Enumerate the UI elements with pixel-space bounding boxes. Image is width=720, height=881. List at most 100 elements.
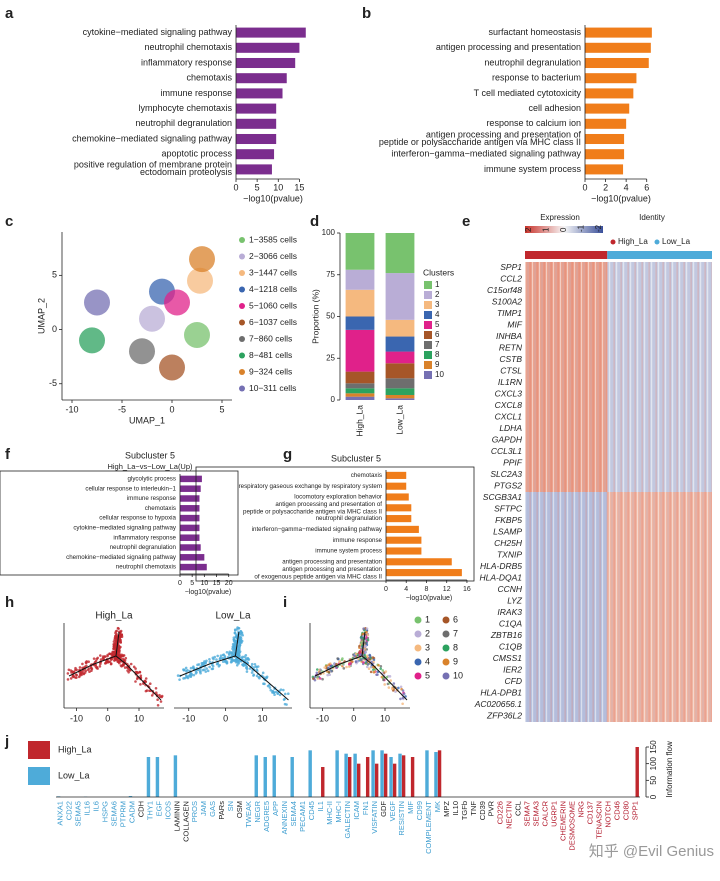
trajectory-cell: [325, 664, 328, 668]
trajectory-cell: [233, 628, 237, 631]
trajectory-cell: [375, 673, 378, 676]
trajectory-cell: [330, 669, 333, 673]
trajectory-cell: [379, 665, 383, 668]
trajectory-cell: [315, 668, 319, 671]
legend-label: 6−1037 cells: [249, 317, 297, 327]
trajectory-cell: [67, 668, 71, 672]
trajectory-cell: [114, 646, 117, 650]
legend-label: 1: [435, 280, 440, 289]
trajectory-cell: [266, 684, 270, 688]
trajectory-cell: [252, 666, 256, 669]
x-tick-label: CD45: [307, 801, 316, 820]
trajectory-cell: [354, 652, 358, 656]
trajectory-cell: [160, 695, 163, 699]
stacked-segment: [385, 398, 415, 400]
trajectory-cell: [338, 660, 341, 664]
trajectory-cell: [102, 657, 105, 661]
bar: [386, 536, 422, 544]
trajectory-cell: [287, 692, 290, 696]
trajectory-cell: [342, 667, 346, 670]
trajectory-cell: [365, 630, 368, 634]
bar: [401, 755, 406, 797]
trajectory-cell: [348, 665, 351, 668]
x-tick-label: CD137: [586, 801, 595, 824]
x-tick-label: APP: [271, 801, 280, 816]
trajectory-cell: [84, 669, 88, 673]
trajectory-cell: [366, 638, 370, 642]
trajectory-cell: [271, 691, 274, 694]
trajectory-cell: [85, 664, 88, 668]
trajectory-cell: [208, 657, 211, 661]
trajectory-cell: [377, 663, 380, 667]
category-label: antigen processing and presentation of pe…: [243, 501, 382, 516]
gene-label: SCGB3A1: [483, 492, 522, 502]
trajectory-cell: [134, 680, 137, 683]
trajectory-cell: [132, 665, 136, 669]
panel-letter: b: [362, 5, 371, 22]
category-label: chemotaxis: [351, 472, 382, 479]
trajectory-cell: [238, 642, 241, 645]
gene-label: MIF: [507, 320, 522, 330]
category-label: antigen processing and presentation: [282, 558, 382, 565]
bar: [236, 73, 287, 84]
trajectory-cell: [95, 657, 99, 661]
gene-label: AC020656.1: [474, 699, 523, 709]
trajectory-cell: [402, 692, 406, 696]
category-label: interferon−gamma−mediated signaling path…: [252, 526, 383, 533]
trajectory-cell: [120, 634, 124, 637]
trajectory-cell: [269, 688, 273, 692]
x-tick-label: OSM: [235, 801, 244, 818]
trajectory-cell: [205, 659, 208, 663]
x-tick-label: NOTCH: [604, 801, 613, 828]
plot-frame: [0, 470, 239, 576]
trajectory-cell: [154, 691, 158, 695]
legend-title: Expression: [540, 213, 580, 222]
stacked-segment: [345, 388, 375, 394]
trajectory-cell: [341, 657, 344, 660]
x-tick-label: PECAM1: [298, 801, 307, 832]
color-scale-label: -1: [577, 224, 586, 232]
legend-swatch: [239, 286, 245, 293]
legend-label: 3: [435, 300, 440, 309]
bar: [272, 755, 276, 797]
trajectory-cell: [144, 680, 147, 683]
y-tick-label: 5: [52, 270, 57, 280]
x-tick-label: 6: [644, 182, 649, 192]
trajectory-cell: [278, 693, 282, 697]
trajectory-cell: [194, 672, 198, 675]
trajectory-cell: [118, 636, 122, 640]
trajectory-cell: [256, 665, 260, 668]
trajectory-cell: [204, 661, 207, 665]
bar: [585, 73, 637, 84]
bar: [434, 752, 438, 797]
legend-swatch: [414, 630, 422, 638]
x-tick-label: 10: [200, 580, 208, 587]
category-label: neutrophil degranulation: [135, 118, 232, 128]
trajectory-cell: [225, 651, 229, 654]
x-tick-label: PTPRM: [118, 801, 127, 827]
y-tick-label: 25: [326, 353, 335, 362]
legend-label: 9: [435, 360, 440, 369]
trajectory-cell: [87, 660, 90, 664]
x-tick-label: NEGR: [253, 800, 262, 822]
category-label: neutrophil degranulation: [316, 515, 383, 522]
category-label: cytokine−mediated signaling pathway: [73, 525, 177, 532]
x-tick-label: COMPLEMENT: [424, 801, 433, 854]
color-scale-label: 1: [542, 227, 551, 232]
trajectory-cell: [315, 671, 319, 675]
bar: [437, 750, 442, 797]
trajectory-cell: [66, 672, 70, 675]
gene-label: CXCL3: [495, 389, 523, 399]
bar: [585, 118, 627, 129]
trajectory-cell: [208, 660, 212, 664]
x-tick-label: TWEAK: [244, 801, 253, 828]
x-tick-label: 0: [384, 586, 388, 593]
legend-label: High_La: [618, 237, 648, 246]
bar: [585, 103, 630, 114]
panel-letter: j: [4, 733, 9, 750]
bar: [263, 757, 267, 797]
x-tick-label: PVR: [487, 800, 496, 816]
x-tick-label: 0: [223, 713, 228, 723]
category-label: immune system process: [484, 164, 582, 174]
trajectory-cell: [154, 686, 158, 690]
